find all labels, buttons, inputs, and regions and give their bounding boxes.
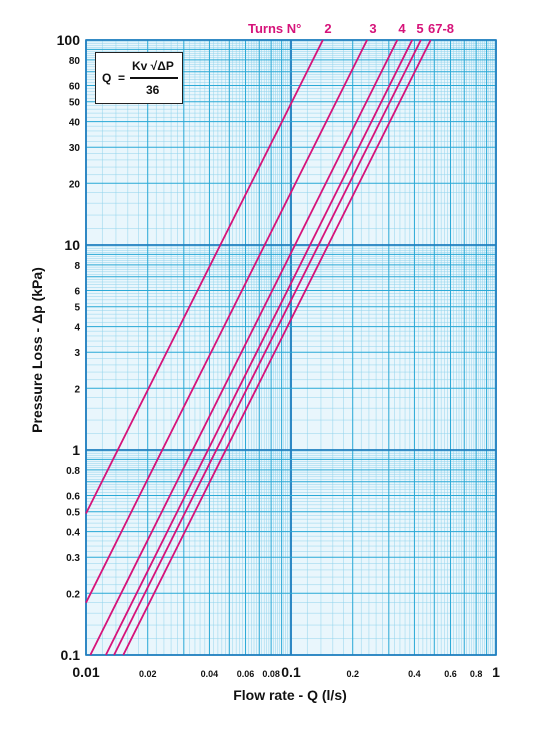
plot-frame — [85, 39, 497, 656]
formula-denominator: 36 — [146, 83, 160, 97]
formula-box: Q = Kv √ΔP 36 — [95, 52, 183, 104]
y-tick-label: 0.2 — [66, 589, 80, 600]
curve-turns-6 — [113, 39, 422, 656]
turn-label-4: 4 — [398, 21, 406, 36]
y-tick-label: 0.1 — [61, 647, 81, 663]
y-tick-label: 0.6 — [66, 491, 80, 502]
x-tick-label: 0.02 — [139, 669, 157, 679]
y-tick-label: 30 — [69, 143, 81, 154]
formula-fraction-bar — [130, 77, 178, 79]
curve-turns-3 — [85, 39, 368, 604]
turn-label-67-8: 67-8 — [428, 21, 454, 36]
y-tick-label: 40 — [69, 118, 81, 129]
y-axis-title: Pressure Loss - Δp (kPa) — [29, 267, 45, 433]
y-tick-label: 0.5 — [66, 508, 80, 519]
x-tick-label: 0.2 — [346, 669, 359, 679]
x-tick-label: 0.4 — [408, 669, 421, 679]
major-gridlines — [85, 39, 497, 656]
formula-numerator: Kv √ΔP — [132, 59, 174, 73]
x-axis-title: Flow rate - Q (l/s) — [233, 687, 347, 703]
curve-turns-7-8 — [122, 39, 432, 656]
y-tick-label: 0.8 — [66, 466, 80, 477]
y-tick-label: 1 — [72, 442, 80, 458]
x-tick-label: 0.1 — [281, 664, 301, 680]
y-tick-label: 80 — [69, 56, 81, 67]
turn-label-3: 3 — [369, 21, 376, 36]
y-tick-label: 6 — [74, 286, 80, 297]
y-tick-label: 4 — [74, 323, 80, 334]
y-tick-label: 100 — [57, 32, 81, 48]
y-tick-label: 2 — [74, 384, 80, 395]
y-tick-label: 0.4 — [66, 528, 80, 539]
curve-turns-5 — [105, 39, 413, 656]
y-tick-label: 10 — [64, 237, 80, 253]
turns-title: Turns N° — [248, 21, 301, 36]
y-tick-label: 60 — [69, 81, 81, 92]
x-tick-label: 0.01 — [72, 664, 99, 680]
turn-curves — [85, 39, 432, 656]
x-tick-label: 0.08 — [262, 669, 280, 679]
curve-turns-4 — [89, 39, 399, 656]
curve-turns-2 — [85, 39, 324, 514]
turn-label-2: 2 — [324, 21, 331, 36]
y-tick-labels: 0.1 0.2 0.3 0.4 0.5 0.6 0.8 1 2 3 4 5 6 8 10 20 30 40 50 60… — [57, 32, 81, 663]
turn-label-5: 5 — [416, 21, 423, 36]
x-tick-labels: 0.01 0.02 0.04 0.06 0.08 0.1 0.2 0.4 0.6 0.8 1 — [72, 664, 500, 680]
y-tick-label: 50 — [69, 98, 81, 109]
y-tick-label: 0.3 — [66, 553, 80, 564]
y-tick-label: 8 — [74, 261, 80, 272]
y-tick-label: 3 — [74, 348, 80, 359]
x-tick-label: 0.06 — [237, 669, 255, 679]
formula-lhs: Q — [102, 71, 112, 85]
x-tick-label: 0.04 — [201, 669, 219, 679]
x-tick-label: 1 — [492, 664, 500, 680]
formula-equals: = — [118, 71, 126, 85]
x-tick-label: 0.6 — [444, 669, 457, 679]
x-tick-label: 0.8 — [470, 669, 483, 679]
y-tick-label: 20 — [69, 179, 81, 190]
y-tick-label: 5 — [74, 303, 80, 314]
turn-labels: Turns N° 2 3 4 5 67-8 — [248, 21, 454, 36]
